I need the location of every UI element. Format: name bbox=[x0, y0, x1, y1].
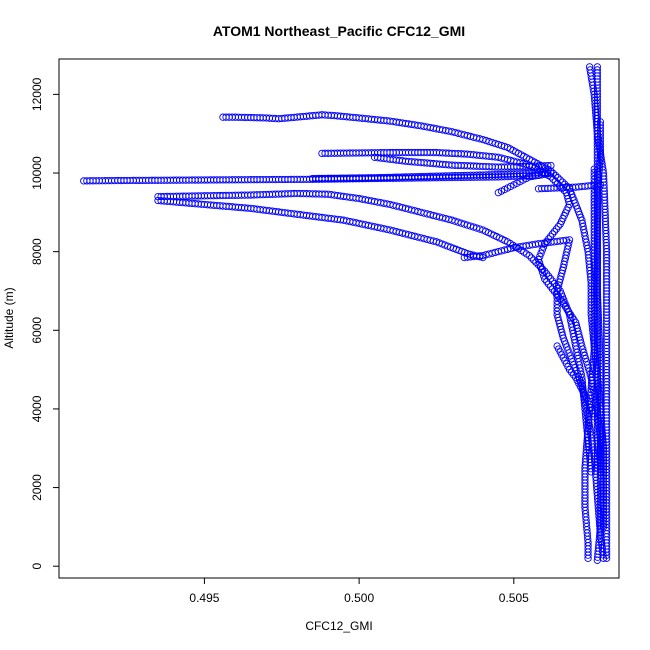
data-point bbox=[548, 230, 557, 238]
data-point bbox=[546, 232, 555, 241]
y-tick-label: 4000 bbox=[30, 395, 44, 422]
data-point bbox=[543, 270, 551, 278]
data-point bbox=[536, 263, 544, 271]
data-point bbox=[599, 520, 608, 528]
y-axis: 0 2000 4000 6000 8000 10000 12000 bbox=[30, 77, 60, 570]
data-point bbox=[590, 413, 598, 421]
series-level-9600 bbox=[534, 181, 605, 193]
data-point bbox=[587, 468, 595, 476]
data-point bbox=[599, 523, 608, 531]
data-point bbox=[527, 254, 536, 262]
data-point bbox=[599, 551, 607, 559]
data-point bbox=[537, 249, 545, 257]
data-point bbox=[532, 258, 540, 266]
y-tick-label: 6000 bbox=[30, 317, 44, 344]
data-point bbox=[588, 406, 596, 415]
data-point bbox=[547, 173, 555, 181]
data-point bbox=[589, 409, 597, 418]
data-point bbox=[599, 554, 608, 562]
plot-frame bbox=[58, 58, 620, 579]
data-point bbox=[584, 397, 592, 405]
series-lower-cluster bbox=[553, 342, 598, 421]
y-tick-label: 10000 bbox=[30, 156, 44, 190]
data-point bbox=[550, 227, 559, 236]
data-point bbox=[550, 279, 559, 288]
series-level-10000 bbox=[309, 168, 552, 183]
data-point bbox=[585, 400, 593, 408]
data-point bbox=[586, 403, 595, 412]
data-point bbox=[544, 162, 552, 170]
series-level-9100 bbox=[154, 196, 487, 262]
x-axis: 0.495 0.500 0.505 bbox=[189, 577, 529, 605]
y-tick-label: 0 bbox=[30, 563, 44, 570]
y-tick-label: 12000 bbox=[30, 77, 44, 111]
data-point bbox=[530, 256, 538, 264]
data-point bbox=[548, 277, 557, 285]
data-point bbox=[547, 167, 555, 175]
data-point bbox=[556, 220, 564, 228]
data-point bbox=[584, 551, 592, 559]
y-axis-label: Altitude (m) bbox=[2, 287, 16, 348]
data-point bbox=[535, 259, 544, 267]
x-axis-label: CFC12_GMI bbox=[305, 619, 372, 633]
data-point bbox=[556, 176, 564, 184]
data-point bbox=[534, 260, 542, 269]
data-point bbox=[538, 265, 547, 273]
data-point bbox=[541, 267, 549, 275]
series-level-11400 bbox=[219, 111, 608, 531]
data-point bbox=[543, 237, 551, 245]
x-tick-label: 0.500 bbox=[344, 591, 374, 605]
y-tick-label: 8000 bbox=[30, 238, 44, 265]
data-points bbox=[80, 63, 611, 564]
series-level-9400 bbox=[154, 189, 595, 476]
series-level-7800 bbox=[460, 236, 608, 562]
series-level-10500 bbox=[318, 148, 605, 476]
data-point bbox=[544, 272, 553, 280]
data-point bbox=[549, 175, 557, 183]
data-point bbox=[546, 275, 555, 283]
x-tick-label: 0.505 bbox=[499, 591, 529, 605]
data-point bbox=[593, 181, 601, 189]
data-point bbox=[584, 554, 592, 562]
y-tick-label: 2000 bbox=[30, 474, 44, 501]
data-point bbox=[552, 225, 560, 233]
data-point bbox=[596, 181, 605, 189]
data-point bbox=[554, 222, 562, 231]
x-tick-label: 0.495 bbox=[189, 591, 219, 605]
chart-title: ATOM1 Northeast_Pacific CFC12_GMI bbox=[213, 23, 465, 39]
data-point bbox=[494, 189, 502, 197]
data-point bbox=[554, 174, 562, 182]
data-point bbox=[551, 171, 560, 180]
data-point bbox=[525, 251, 533, 260]
data-point bbox=[549, 169, 557, 177]
